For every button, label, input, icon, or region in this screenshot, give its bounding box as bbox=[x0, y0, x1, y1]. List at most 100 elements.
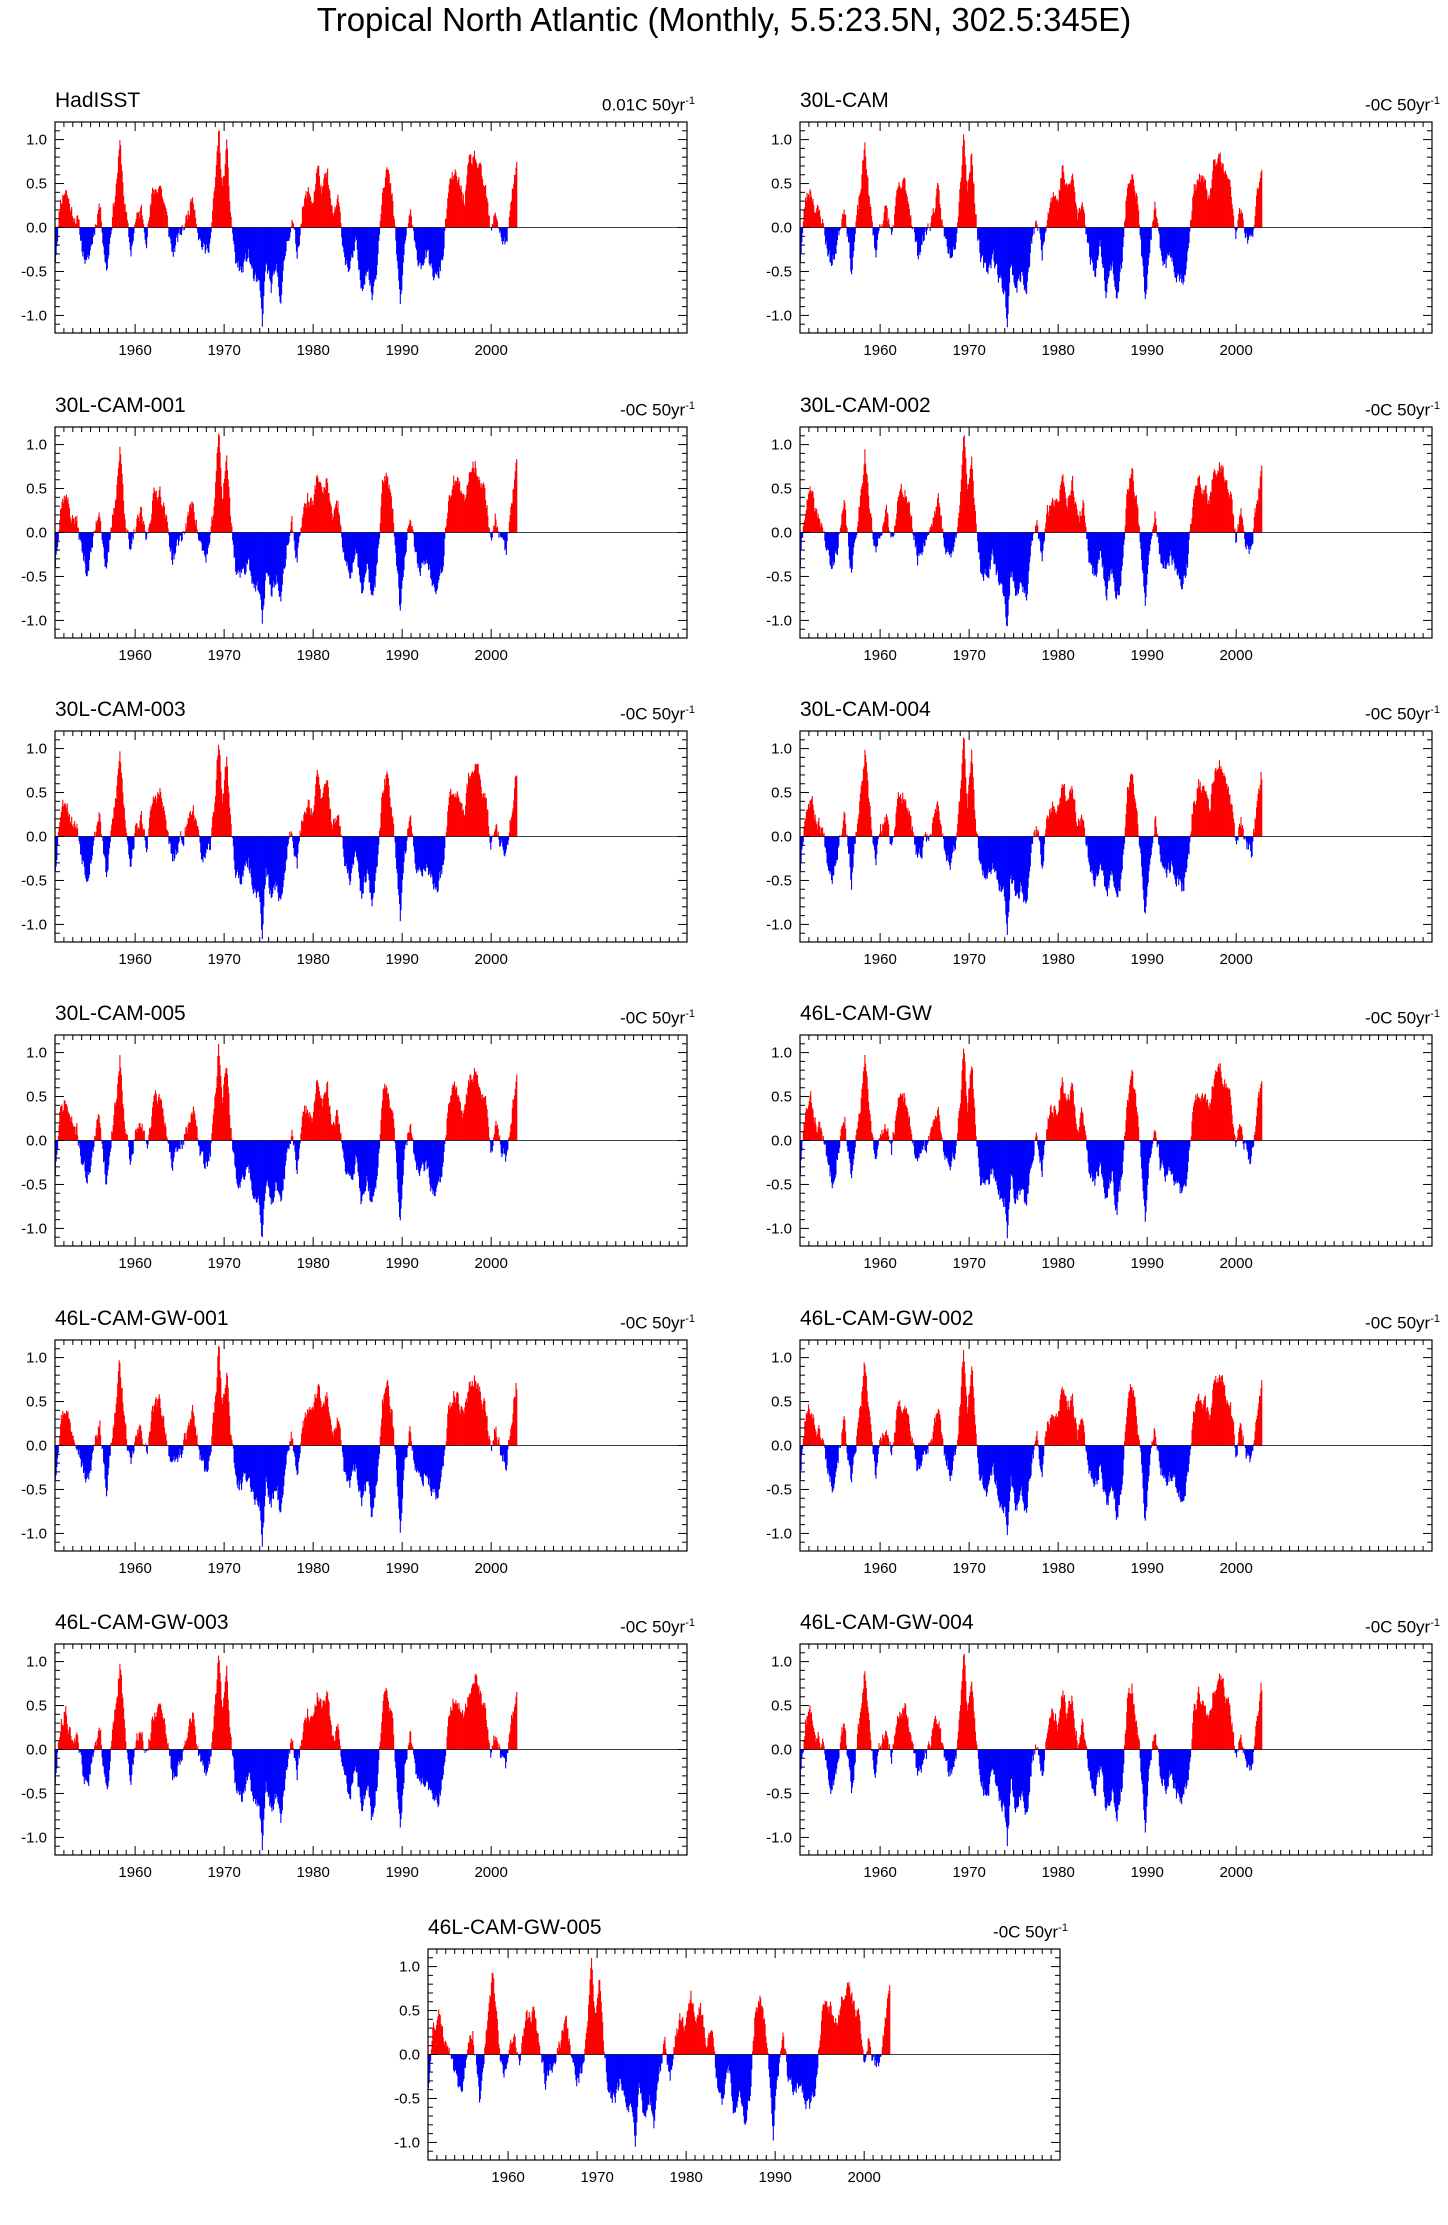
bar-month bbox=[1152, 837, 1153, 844]
y-tick-label: 0.0 bbox=[771, 829, 792, 846]
bar-month bbox=[516, 775, 517, 836]
bar-month bbox=[838, 533, 839, 549]
bar-month bbox=[340, 526, 341, 532]
bar-month bbox=[126, 833, 127, 837]
bar-month bbox=[1236, 533, 1237, 542]
bar-month bbox=[289, 533, 290, 536]
x-tick-label: 1980 bbox=[1041, 342, 1074, 359]
bar-month bbox=[893, 533, 894, 536]
bar-month bbox=[93, 533, 94, 537]
y-tick-label: 0.0 bbox=[26, 525, 47, 542]
bar-month bbox=[847, 528, 848, 533]
bar-month bbox=[1045, 228, 1046, 232]
x-tick-label: 2000 bbox=[474, 647, 507, 664]
bar-month bbox=[1085, 527, 1086, 533]
bar-month bbox=[1234, 823, 1235, 836]
x-tick-label: 1970 bbox=[952, 647, 985, 664]
x-tick-label: 1980 bbox=[1041, 951, 1074, 968]
y-tick-label: -0.5 bbox=[766, 872, 792, 889]
bar-month bbox=[498, 533, 499, 538]
bar-month bbox=[291, 516, 292, 533]
bar-month bbox=[925, 832, 926, 836]
bar-month bbox=[1261, 780, 1262, 837]
bar-month bbox=[976, 523, 977, 532]
bar-month bbox=[110, 533, 111, 540]
bar-month bbox=[393, 824, 394, 836]
y-tick-label: 0.0 bbox=[26, 220, 47, 237]
bar-month bbox=[930, 228, 931, 232]
x-tick-label: 1990 bbox=[1130, 951, 1163, 968]
bar-month bbox=[77, 828, 78, 836]
bar-month bbox=[79, 220, 80, 228]
bar-month bbox=[872, 221, 873, 227]
bar-month bbox=[1044, 533, 1045, 541]
x-tick-label: 1990 bbox=[1130, 342, 1163, 359]
bar-month bbox=[58, 533, 59, 541]
bar-month bbox=[956, 837, 957, 841]
x-tick-label: 1980 bbox=[296, 342, 329, 359]
bar-month bbox=[100, 521, 101, 532]
bar-month bbox=[956, 228, 957, 234]
bar-month bbox=[144, 829, 145, 836]
bar-month bbox=[507, 533, 508, 542]
bar-month bbox=[1038, 831, 1039, 836]
bar-month bbox=[128, 223, 129, 227]
bar-month bbox=[1235, 529, 1236, 533]
bar-month bbox=[146, 533, 147, 539]
bar-month bbox=[838, 837, 839, 846]
bar-month bbox=[197, 529, 198, 532]
bar-month bbox=[1261, 466, 1262, 533]
x-tick-label: 1990 bbox=[385, 647, 418, 664]
bar-month bbox=[492, 533, 493, 538]
x-tick-label: 2000 bbox=[474, 342, 507, 359]
bar-month bbox=[1261, 170, 1262, 228]
bar-month bbox=[1139, 225, 1140, 228]
y-tick-label: -1.0 bbox=[21, 916, 47, 933]
x-tick-label: 1970 bbox=[207, 342, 240, 359]
bar-month bbox=[181, 228, 182, 236]
bar-month bbox=[1034, 830, 1035, 837]
bar-month bbox=[1139, 526, 1140, 532]
bar-month bbox=[498, 832, 499, 837]
bar-month bbox=[406, 533, 407, 540]
bar-month bbox=[1233, 216, 1234, 228]
bar-month bbox=[1036, 224, 1037, 227]
bar-month bbox=[111, 228, 112, 231]
bar-month bbox=[1032, 837, 1033, 844]
bar-month bbox=[379, 533, 380, 539]
x-tick-label: 1980 bbox=[1041, 647, 1074, 664]
bar-month bbox=[1037, 228, 1038, 231]
x-tick-label: 1990 bbox=[385, 342, 418, 359]
bar-month bbox=[406, 837, 407, 841]
bar-month bbox=[1156, 525, 1157, 533]
bar-month bbox=[101, 222, 102, 228]
bar-month bbox=[1189, 837, 1190, 843]
bar-month bbox=[133, 228, 134, 234]
x-tick-label: 2000 bbox=[1219, 647, 1252, 664]
bar-month bbox=[300, 228, 301, 236]
y-tick-label: 0.5 bbox=[26, 785, 47, 802]
x-tick-label: 2000 bbox=[474, 951, 507, 968]
bar-month bbox=[412, 529, 413, 532]
bar-month bbox=[94, 228, 95, 236]
bar-month bbox=[802, 228, 803, 234]
bar-month bbox=[976, 214, 977, 227]
y-tick-label: 0.0 bbox=[26, 829, 47, 846]
bar-month bbox=[168, 832, 169, 837]
y-tick-label: 1.0 bbox=[771, 437, 792, 454]
bar-month bbox=[133, 837, 134, 849]
x-tick-label: 2000 bbox=[1219, 951, 1252, 968]
bar-month bbox=[927, 223, 928, 227]
bar-month bbox=[803, 837, 804, 843]
x-tick-label: 1980 bbox=[296, 647, 329, 664]
y-tick-label: 0.5 bbox=[771, 481, 792, 498]
y-tick-label: -0.5 bbox=[21, 568, 47, 585]
y-tick-label: 1.0 bbox=[26, 132, 47, 149]
y-tick-label: 0.5 bbox=[771, 785, 792, 802]
bar-month bbox=[1252, 837, 1253, 842]
bar-month bbox=[444, 837, 445, 848]
bar-month bbox=[491, 228, 492, 231]
bar-month bbox=[300, 533, 301, 536]
